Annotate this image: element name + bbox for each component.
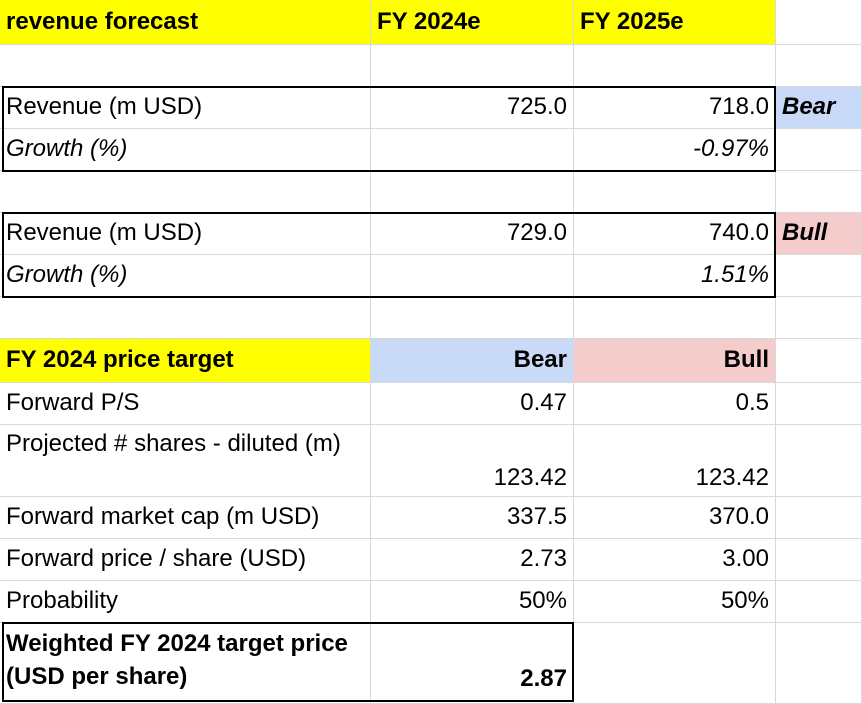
cell-weighted-value[interactable]: 2.87 xyxy=(371,623,574,704)
empty-cell[interactable] xyxy=(574,45,776,87)
empty-cell[interactable] xyxy=(776,581,862,623)
empty-cell[interactable] xyxy=(776,45,862,87)
cell-bear-tag[interactable]: Bear xyxy=(776,87,862,129)
cell-header-title[interactable]: revenue forecast xyxy=(0,0,371,45)
empty-cell[interactable] xyxy=(776,171,862,213)
cell-bull-revenue-label[interactable]: Revenue (m USD) xyxy=(0,213,371,255)
cell-bull-revenue-2024[interactable]: 729.0 xyxy=(371,213,574,255)
cell-bull-tag[interactable]: Bull xyxy=(776,213,862,255)
cell-bear-value[interactable]: 2.73 xyxy=(371,539,574,581)
empty-cell[interactable] xyxy=(776,497,862,539)
cell-price-target-bear[interactable]: Bear xyxy=(371,339,574,383)
cell-bear-value[interactable]: 123.42 xyxy=(371,425,574,497)
empty-cell[interactable] xyxy=(776,539,862,581)
empty-cell[interactable] xyxy=(371,255,574,297)
cell-bear-growth-label[interactable]: Growth (%) xyxy=(0,129,371,171)
cell-bull-value[interactable]: 50% xyxy=(574,581,776,623)
cell-row-label[interactable]: Forward P/S xyxy=(0,383,371,425)
cell-row-label[interactable]: Projected # shares - diluted (m) xyxy=(0,425,371,497)
empty-cell[interactable] xyxy=(776,297,862,339)
cell-bull-value[interactable]: 0.5 xyxy=(574,383,776,425)
cell-row-label[interactable]: Forward price / share (USD) xyxy=(0,539,371,581)
empty-cell[interactable] xyxy=(371,129,574,171)
cell-header-fy2024e[interactable]: FY 2024e xyxy=(371,0,574,45)
cell-bull-value[interactable]: 123.42 xyxy=(574,425,776,497)
empty-cell[interactable] xyxy=(776,129,862,171)
cell-price-target-title[interactable]: FY 2024 price target xyxy=(0,339,371,383)
empty-cell[interactable] xyxy=(371,297,574,339)
empty-cell[interactable] xyxy=(776,255,862,297)
cell-bear-value[interactable]: 337.5 xyxy=(371,497,574,539)
empty-cell[interactable] xyxy=(574,623,776,704)
cell-bear-growth-2025[interactable]: -0.97% xyxy=(574,129,776,171)
cell-bull-value[interactable]: 3.00 xyxy=(574,539,776,581)
cell-bull-growth-2025[interactable]: 1.51% xyxy=(574,255,776,297)
cell-bear-value[interactable]: 0.47 xyxy=(371,383,574,425)
empty-cell[interactable] xyxy=(0,171,371,213)
cell-price-target-bull[interactable]: Bull xyxy=(574,339,776,383)
cell-bull-growth-label[interactable]: Growth (%) xyxy=(0,255,371,297)
empty-cell[interactable] xyxy=(371,171,574,213)
cell-bear-revenue-label[interactable]: Revenue (m USD) xyxy=(0,87,371,129)
empty-cell[interactable] xyxy=(776,383,862,425)
empty-cell[interactable] xyxy=(776,339,862,383)
empty-cell[interactable] xyxy=(776,0,862,45)
cell-row-label[interactable]: Probability xyxy=(0,581,371,623)
cell-header-fy2025e[interactable]: FY 2025e xyxy=(574,0,776,45)
cell-bear-revenue-2025[interactable]: 718.0 xyxy=(574,87,776,129)
empty-cell[interactable] xyxy=(574,297,776,339)
cell-bull-value[interactable]: 370.0 xyxy=(574,497,776,539)
empty-cell[interactable] xyxy=(0,45,371,87)
empty-cell[interactable] xyxy=(0,297,371,339)
cell-bull-revenue-2025[interactable]: 740.0 xyxy=(574,213,776,255)
empty-cell[interactable] xyxy=(776,425,862,497)
cell-weighted-label[interactable]: Weighted FY 2024 target price (USD per s… xyxy=(0,623,371,704)
cell-row-label[interactable]: Forward market cap (m USD) xyxy=(0,497,371,539)
cell-bear-value[interactable]: 50% xyxy=(371,581,574,623)
empty-cell[interactable] xyxy=(574,171,776,213)
empty-cell[interactable] xyxy=(776,623,862,704)
cell-bear-revenue-2024[interactable]: 725.0 xyxy=(371,87,574,129)
empty-cell[interactable] xyxy=(371,45,574,87)
